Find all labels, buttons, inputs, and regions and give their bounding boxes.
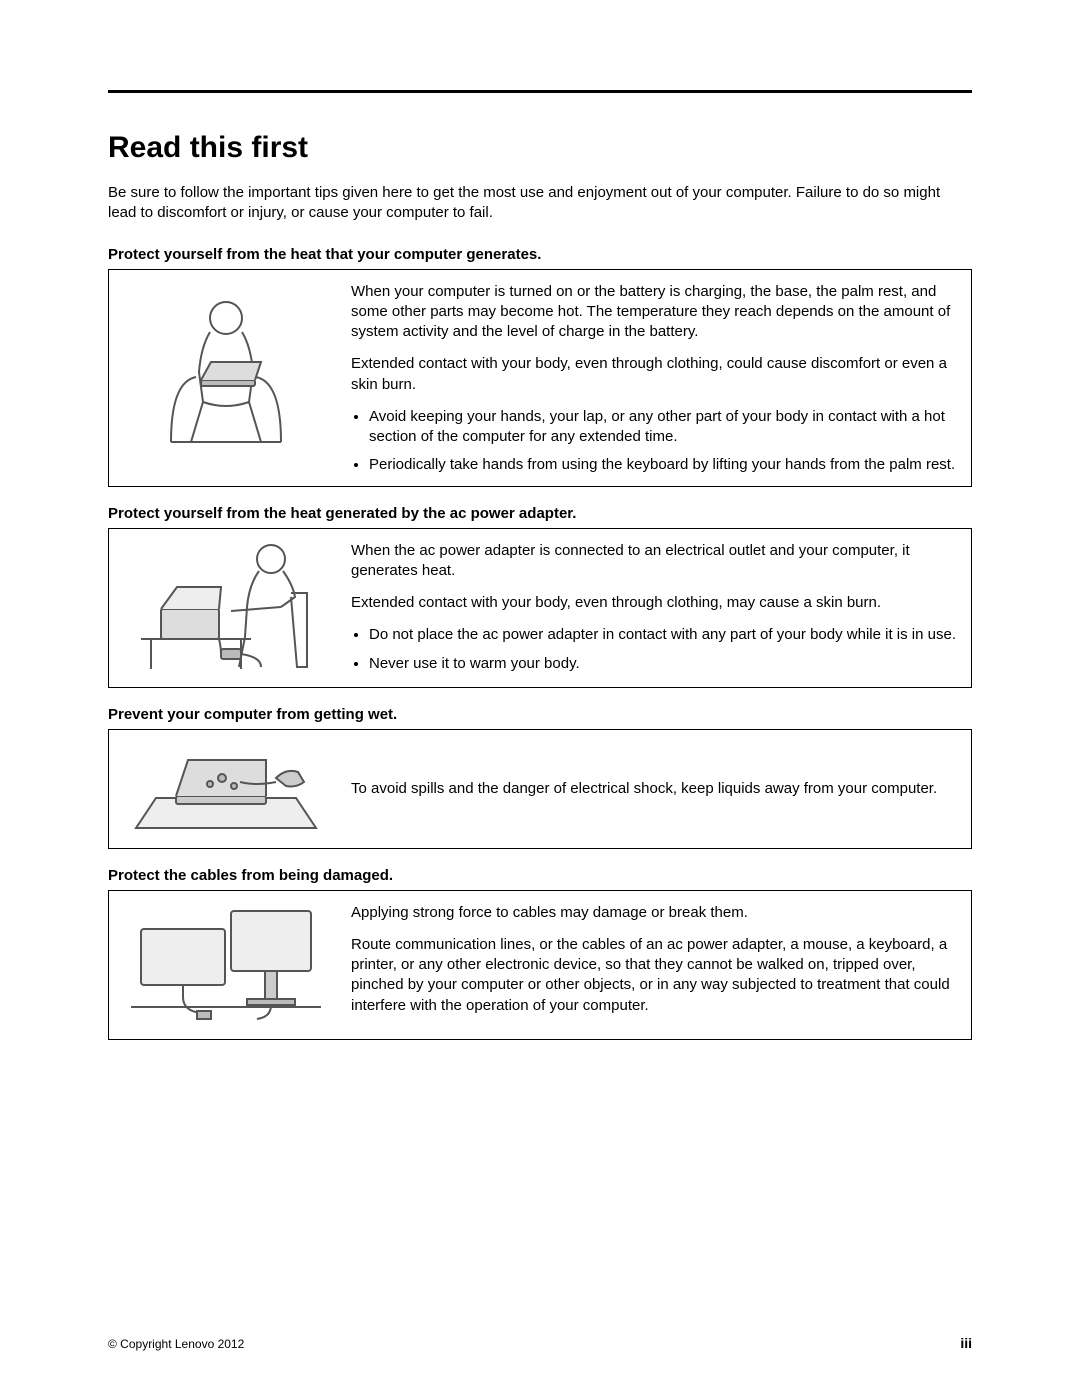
info-box: When your computer is turned on or the b… xyxy=(108,269,972,487)
person-desk-adapter-icon xyxy=(121,537,331,677)
info-box: Applying strong force to cables may dama… xyxy=(108,890,972,1040)
paragraph: Extended contact with your body, even th… xyxy=(351,354,959,395)
page-number: iii xyxy=(960,1335,972,1351)
laptop-spill-icon xyxy=(121,738,331,838)
paragraph: Extended contact with your body, even th… xyxy=(351,593,959,613)
bullet-item: Never use it to warm your body. xyxy=(369,654,959,674)
info-text: Applying strong force to cables may dama… xyxy=(351,899,959,1029)
paragraph: When the ac power adapter is connected t… xyxy=(351,541,959,582)
bullet-item: Periodically take hands from using the k… xyxy=(369,455,959,475)
monitors-cables-icon xyxy=(121,899,331,1029)
paragraph: Route communication lines, or the cables… xyxy=(351,935,959,1016)
paragraph: When your computer is turned on or the b… xyxy=(351,282,959,343)
info-text: When the ac power adapter is connected t… xyxy=(351,537,959,677)
page-title: Read this first xyxy=(108,131,972,165)
top-rule xyxy=(108,90,972,93)
page-footer: © Copyright Lenovo 2012 iii xyxy=(108,1335,972,1351)
bullet-item: Avoid keeping your hands, your lap, or a… xyxy=(369,407,959,448)
intro-paragraph: Be sure to follow the important tips giv… xyxy=(108,183,972,224)
info-text: To avoid spills and the danger of electr… xyxy=(351,738,959,838)
person-lap-laptop-icon xyxy=(121,278,331,476)
bullet-item: Do not place the ac power adapter in con… xyxy=(369,625,959,645)
section-heading: Protect yourself from the heat generated… xyxy=(108,505,972,522)
info-text: When your computer is turned on or the b… xyxy=(351,278,959,476)
document-page: Read this first Be sure to follow the im… xyxy=(0,0,1080,1397)
copyright-text: © Copyright Lenovo 2012 xyxy=(108,1337,244,1351)
info-box: When the ac power adapter is connected t… xyxy=(108,528,972,688)
section-heading: Protect the cables from being damaged. xyxy=(108,867,972,884)
section-heading: Protect yourself from the heat that your… xyxy=(108,246,972,263)
section-heading: Prevent your computer from getting wet. xyxy=(108,706,972,723)
bullet-list: Do not place the ac power adapter in con… xyxy=(369,625,959,674)
info-box: To avoid spills and the danger of electr… xyxy=(108,729,972,849)
bullet-list: Avoid keeping your hands, your lap, or a… xyxy=(369,407,959,476)
paragraph: To avoid spills and the danger of electr… xyxy=(351,779,937,799)
paragraph: Applying strong force to cables may dama… xyxy=(351,903,959,923)
